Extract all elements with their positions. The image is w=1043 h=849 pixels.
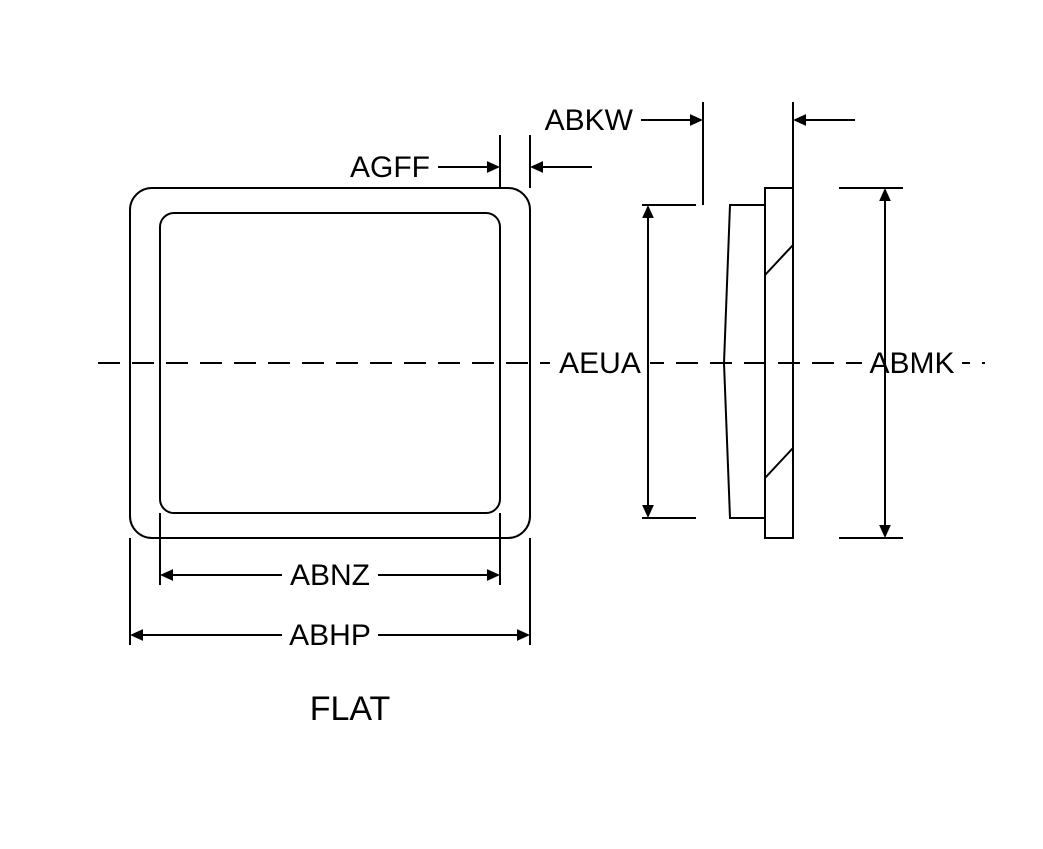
title: FLAT: [310, 690, 391, 728]
label-abhp: ABHP: [289, 619, 371, 652]
technical-drawing: AGFF ABKW AEUA ABMK ABNZ ABHP FLAT: [0, 0, 1043, 849]
label-agff: AGFF: [350, 151, 430, 184]
label-abnz: ABNZ: [290, 559, 370, 592]
front-view: [130, 188, 530, 538]
dimensions: [130, 102, 903, 649]
centerline: [98, 347, 985, 381]
label-abmk: ABMK: [869, 347, 954, 380]
label-aeua: AEUA: [559, 347, 641, 380]
label-abkw: ABKW: [545, 104, 634, 137]
